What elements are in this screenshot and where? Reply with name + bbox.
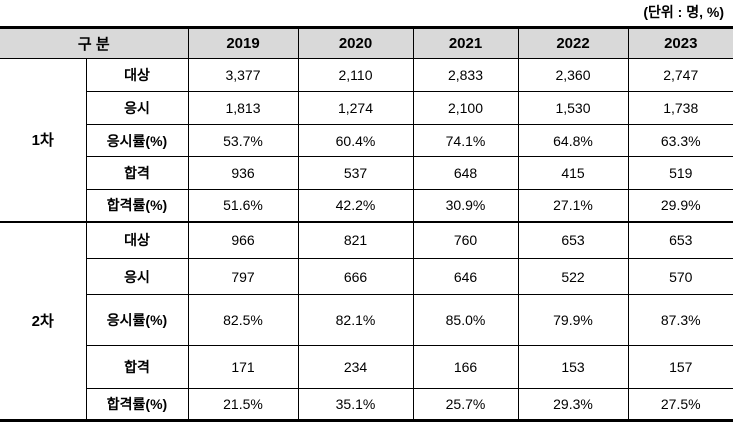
value-cell: 74.1% — [412, 124, 519, 157]
value-cell: 519 — [627, 156, 733, 190]
row-label: 합격 — [86, 345, 189, 389]
year-header-2022: 2022 — [517, 27, 629, 59]
value-cell: 653 — [517, 220, 629, 259]
value-cell: 30.9% — [412, 189, 519, 222]
row-label: 응시 — [86, 258, 189, 295]
value-cell: 29.3% — [517, 388, 629, 421]
value-cell: 35.1% — [297, 388, 414, 421]
value-cell: 85.0% — [412, 294, 519, 346]
value-cell: 821 — [297, 220, 414, 259]
row-round2-passed: 합격 171 234 166 153 157 — [0, 345, 733, 389]
value-cell: 797 — [187, 258, 299, 295]
value-cell: 60.4% — [297, 124, 414, 157]
value-cell: 1,813 — [187, 91, 299, 125]
row-label: 합격 — [86, 156, 189, 190]
value-cell: 64.8% — [517, 124, 629, 157]
row-round1-application-rate: 응시률(%) 53.7% 60.4% 74.1% 64.8% 63.3% — [0, 124, 733, 157]
value-cell: 653 — [627, 220, 733, 259]
value-cell: 648 — [412, 156, 519, 190]
year-header-2023: 2023 — [627, 27, 733, 59]
value-cell: 234 — [297, 345, 414, 389]
value-cell: 63.3% — [627, 124, 733, 157]
value-cell: 3,377 — [187, 58, 299, 92]
value-cell: 166 — [412, 345, 519, 389]
value-cell: 522 — [517, 258, 629, 295]
value-cell: 2,360 — [517, 58, 629, 92]
value-cell: 760 — [412, 220, 519, 259]
row-label: 대상 — [85, 58, 189, 92]
row-label: 합격률(%) — [86, 388, 189, 421]
row-round1-applicants: 응시 1,813 1,274 2,100 1,530 1,738 — [0, 91, 733, 125]
row-round2-target: 2차 대상 966 821 760 653 653 — [0, 220, 733, 421]
value-cell: 2,110 — [297, 58, 414, 92]
year-header-2019: 2019 — [187, 27, 299, 59]
value-cell: 2,100 — [412, 91, 519, 125]
row-label: 응시 — [86, 91, 189, 125]
value-cell: 79.9% — [517, 294, 629, 346]
corner-header: 구 분 — [0, 27, 189, 59]
value-cell: 2,747 — [627, 58, 733, 92]
row-label: 대상 — [85, 220, 189, 259]
row-round1-target: 1차 대상 3,377 2,110 2,833 2,360 2,747 — [0, 58, 733, 222]
row-round2-application-rate: 응시률(%) 82.5% 82.1% 85.0% 79.9% 87.3% — [0, 294, 733, 346]
group-label-round1: 1차 — [0, 58, 87, 222]
group-label-round2: 2차 — [0, 220, 87, 421]
value-cell: 53.7% — [187, 124, 299, 157]
row-round2-applicants: 응시 797 666 646 522 570 — [0, 258, 733, 295]
value-cell: 87.3% — [627, 294, 733, 346]
value-cell: 82.5% — [187, 294, 299, 346]
row-round1-pass-rate: 합격률(%) 51.6% 42.2% 30.9% 27.1% 29.9% — [0, 189, 733, 222]
value-cell: 42.2% — [297, 189, 414, 222]
header-row: 구 분 2019 2020 2021 2022 2023 — [0, 27, 733, 59]
value-cell: 171 — [187, 345, 299, 389]
value-cell: 415 — [517, 156, 629, 190]
value-cell: 2,833 — [412, 58, 519, 92]
value-cell: 666 — [297, 258, 414, 295]
row-round1-passed: 합격 936 537 648 415 519 — [0, 156, 733, 190]
value-cell: 936 — [187, 156, 299, 190]
unit-label: (단위 : 명, %) — [643, 4, 724, 20]
row-label: 응시률(%) — [86, 294, 189, 346]
row-round2-pass-rate: 합격률(%) 21.5% 35.1% 25.7% 29.3% 27.5% — [0, 388, 733, 421]
value-cell: 27.1% — [517, 189, 629, 222]
value-cell: 570 — [627, 258, 733, 295]
value-cell: 157 — [627, 345, 733, 389]
value-cell: 29.9% — [627, 189, 733, 222]
year-header-2020: 2020 — [297, 27, 414, 59]
value-cell: 646 — [412, 258, 519, 295]
row-label: 응시률(%) — [86, 124, 189, 157]
value-cell: 21.5% — [187, 388, 299, 421]
value-cell: 537 — [297, 156, 414, 190]
value-cell: 1,738 — [627, 91, 733, 125]
exam-stats-table: 구 분 2019 2020 2021 2022 2023 1차 대상 3,377… — [0, 26, 733, 422]
value-cell: 153 — [517, 345, 629, 389]
value-cell: 1,530 — [517, 91, 629, 125]
value-cell: 25.7% — [412, 388, 519, 421]
year-header-2021: 2021 — [412, 27, 519, 59]
value-cell: 51.6% — [187, 189, 299, 222]
value-cell: 27.5% — [627, 388, 733, 421]
value-cell: 1,274 — [297, 91, 414, 125]
row-label: 합격률(%) — [86, 189, 189, 222]
value-cell: 82.1% — [297, 294, 414, 346]
value-cell: 966 — [187, 220, 299, 259]
